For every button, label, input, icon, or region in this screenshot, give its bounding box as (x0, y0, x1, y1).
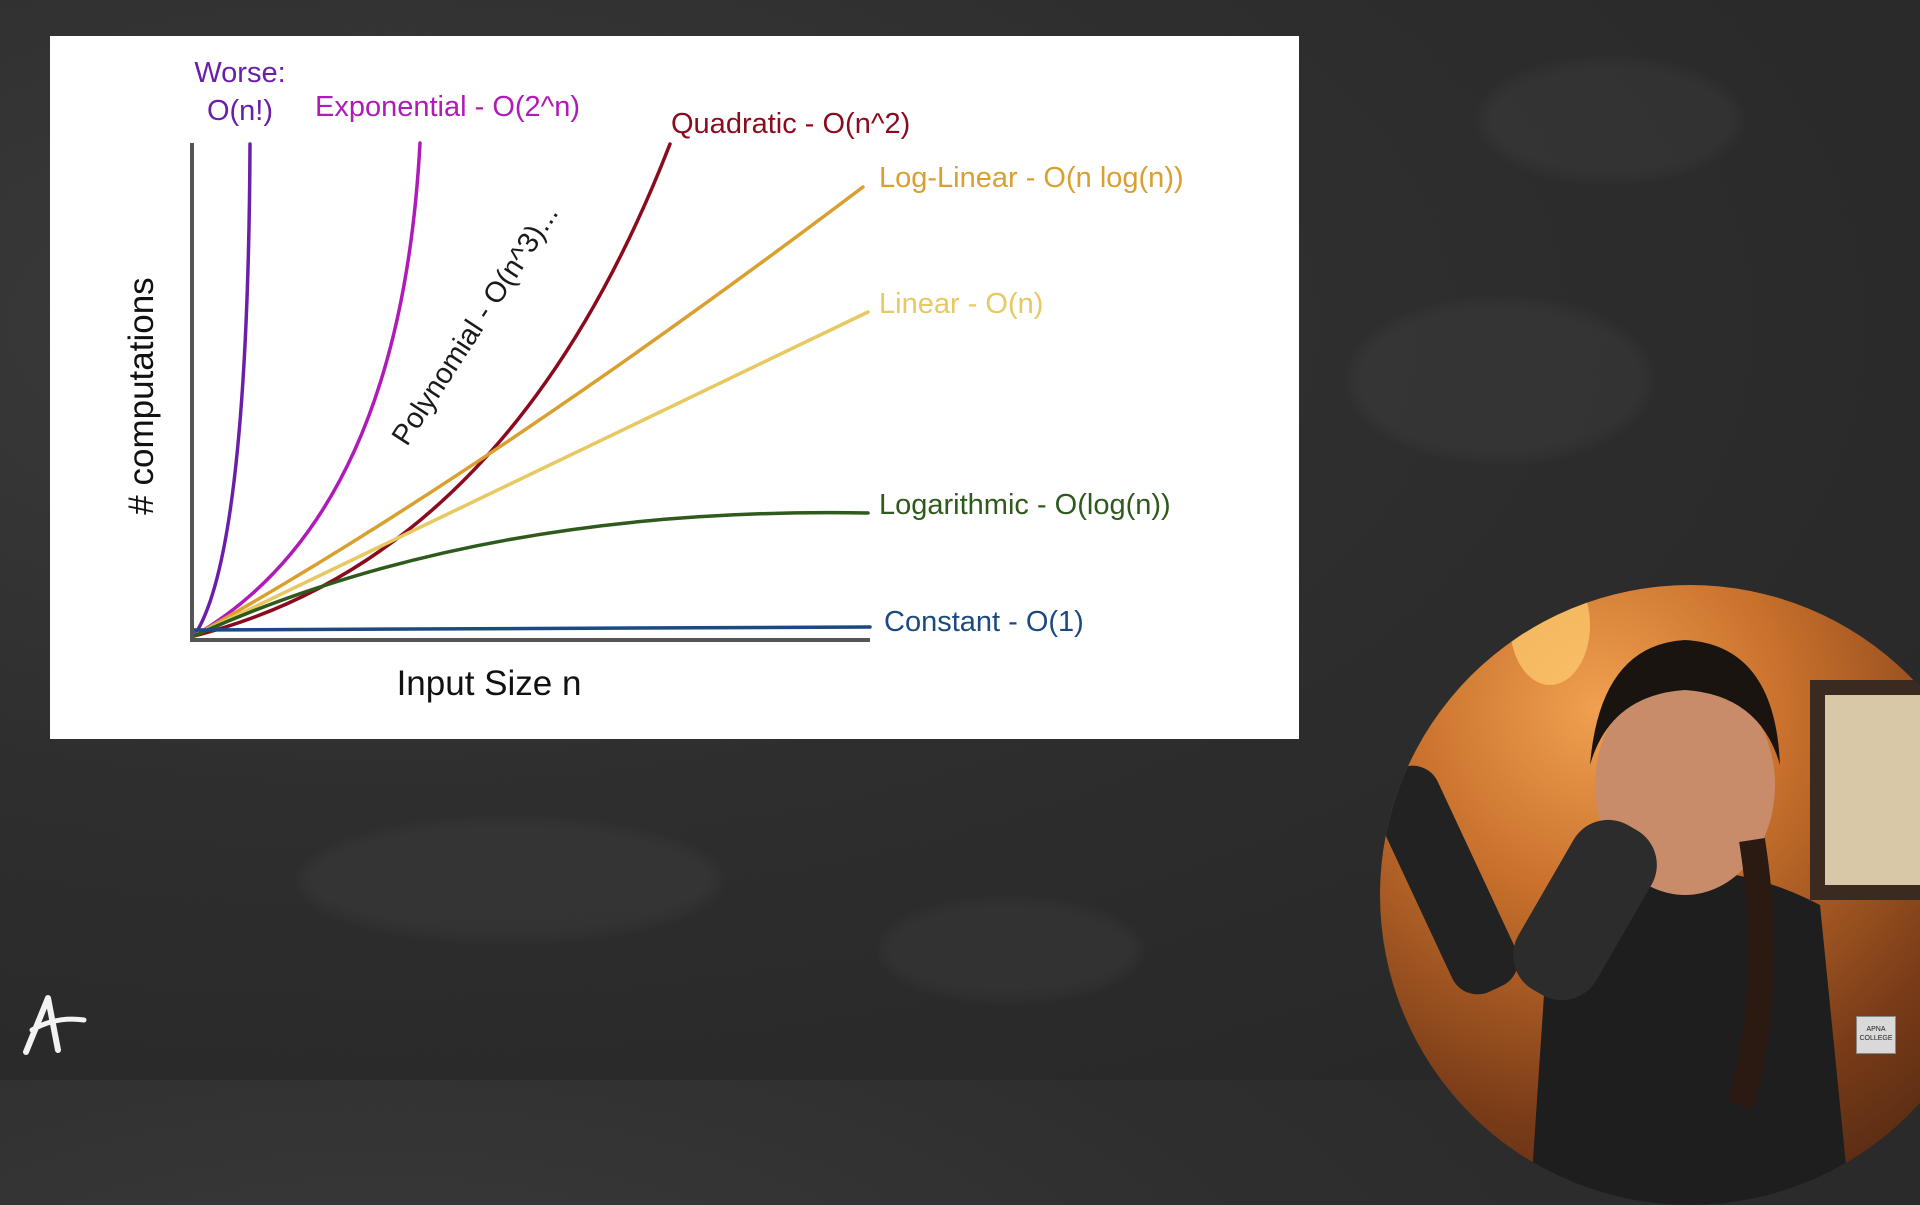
series-line-exponential (192, 141, 422, 638)
chalk-smudge (1350, 300, 1650, 460)
chalk-smudge (880, 900, 1140, 1000)
slide-panel: Worse: O(n!) Exponential - O(2^n) Polynomia… (50, 36, 1299, 739)
series-label-constant: Constant - O(1) (884, 606, 1084, 638)
series-label-linear: Linear - O(n) (879, 288, 1043, 320)
series-label-logarithmic: Logarithmic - O(log(n)) (879, 489, 1171, 521)
badge-line-1: APNA (1866, 1026, 1886, 1033)
series-line-factorial (192, 142, 252, 638)
big-o-chart: Worse: O(n!) Exponential - O(2^n)Polynomia… (122, 57, 1184, 703)
series-label-loglinear: Log-Linear - O(n log(n)) (879, 162, 1184, 194)
badge-line-2: COLLEGE (1859, 1035, 1893, 1042)
channel-badge: APNA COLLEGE (1856, 1016, 1896, 1054)
channel-logo (23, 995, 87, 1055)
series-line-loglinear (192, 185, 865, 638)
series-line-quadratic (192, 142, 672, 638)
series-label-exponential: Exponential - O(2^n) (315, 91, 580, 123)
series-line-logarithmic (192, 510, 870, 638)
series-label-factorial: Worse: O(n!) (194, 57, 285, 127)
series-label-line: O(n!) (207, 95, 273, 127)
series-line-linear (192, 310, 870, 638)
series-line-constant (192, 625, 872, 632)
presenter-video (1380, 585, 1920, 1205)
chalk-smudge (1480, 60, 1740, 180)
series-label-quadratic: Quadratic - O(n^2) (671, 108, 910, 140)
series-label-line: Worse: (194, 57, 285, 89)
webcam-overlay (1380, 585, 1920, 1205)
x-axis-title: Input Size n (397, 664, 582, 703)
y-axis-title: # computations (122, 277, 161, 514)
chalk-smudge (300, 820, 720, 940)
